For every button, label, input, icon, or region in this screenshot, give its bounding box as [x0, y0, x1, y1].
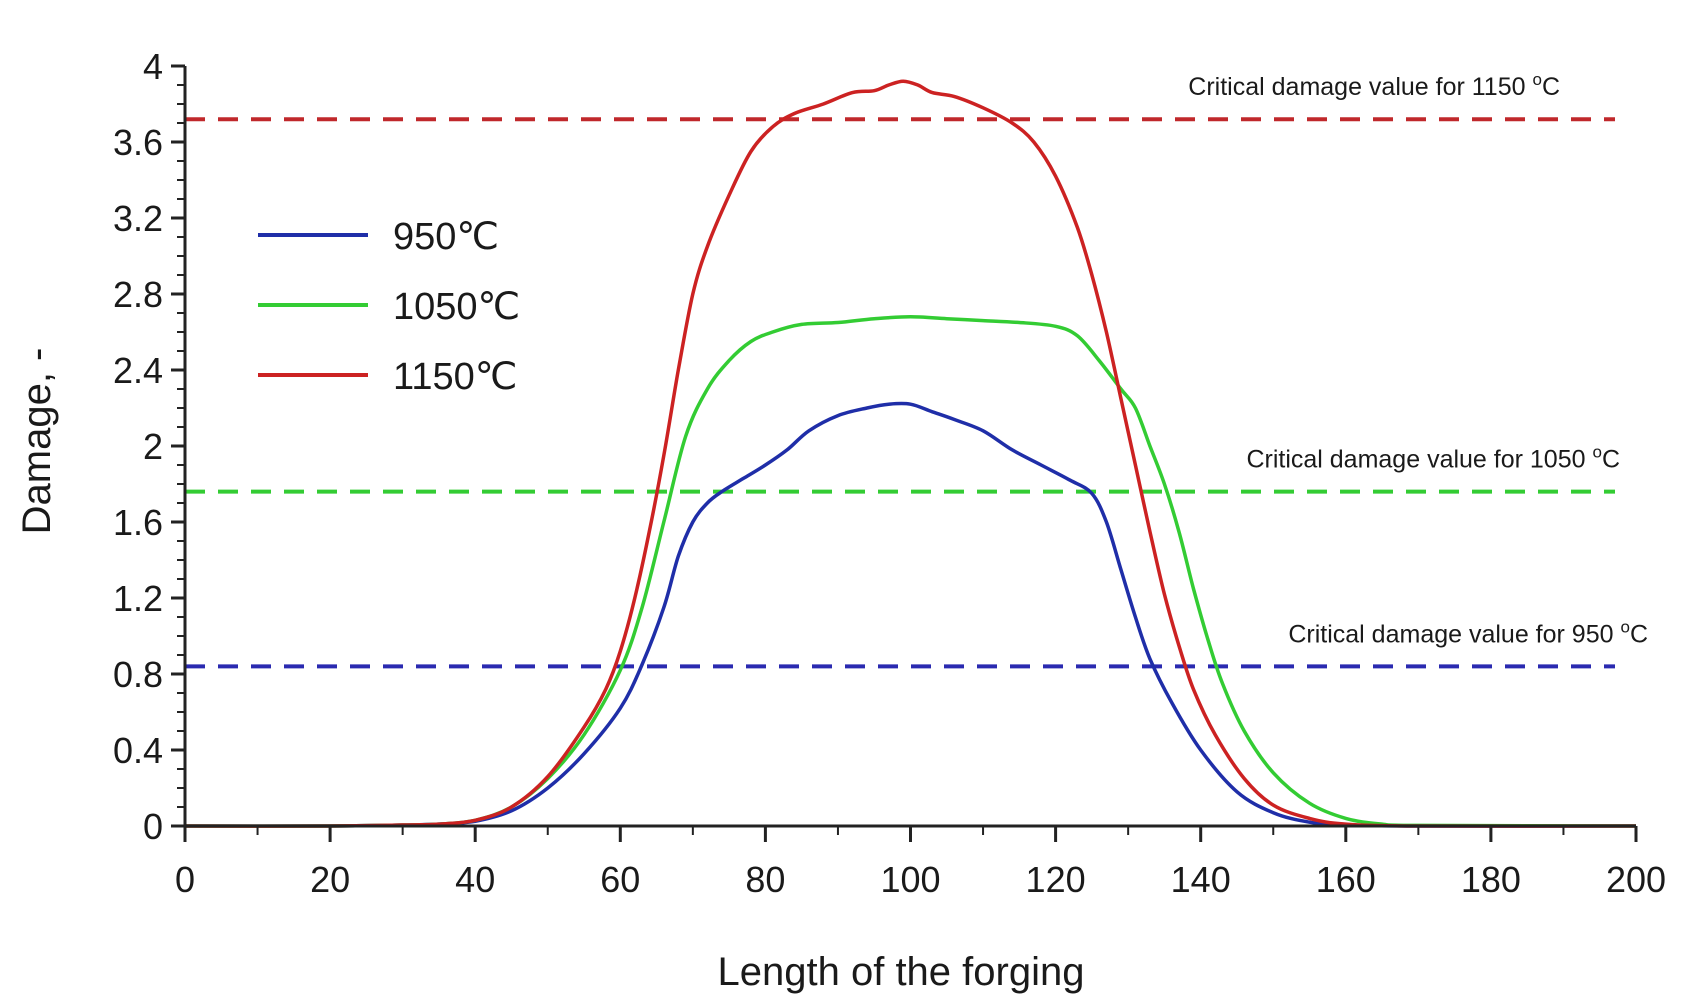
series-line-1	[184, 315, 1637, 828]
critical-label-2: Critical damage value for 950 oC	[1288, 617, 1648, 648]
x-tick-label: 100	[880, 859, 940, 900]
y-tick-label: 1.2	[113, 578, 163, 619]
critical-damage-labels: Critical damage value for 1150 oC Critica…	[1188, 70, 1648, 648]
y-tick-label: 4	[143, 46, 163, 87]
legend-label-1: 1050℃	[393, 286, 520, 328]
x-tick-label: 20	[310, 859, 350, 900]
series-line-2	[184, 79, 1637, 828]
legend-label-0: 950℃	[393, 216, 499, 258]
y-tick-label: 3.2	[113, 198, 163, 239]
critical-damage-lines	[185, 117, 1615, 669]
critical-label-0: Critical damage value for 1150 oC	[1188, 70, 1560, 101]
x-tick-label: 160	[1316, 859, 1376, 900]
damage-series	[184, 79, 1637, 828]
y-tick-label: 2.8	[113, 274, 163, 315]
axes: 00.40.81.21.622.42.83.23.640 20 40 60 80 100 1…	[113, 46, 1666, 900]
x-tick-label: 140	[1171, 859, 1231, 900]
y-tick-label: 2.4	[113, 350, 163, 391]
critical-label-1: Critical damage value for 1050 oC	[1246, 443, 1620, 474]
x-tick-label: 200	[1606, 859, 1666, 900]
y-tick-label: 0.8	[113, 654, 163, 695]
series-line-0	[184, 401, 1637, 828]
y-tick-label: 2	[143, 426, 163, 467]
x-tick-label: 120	[1026, 859, 1086, 900]
y-tick-label: 1.6	[113, 502, 163, 543]
y-tick-label: 0	[143, 806, 163, 847]
y-axis-title: Damage, -	[15, 348, 59, 535]
x-tick-label: 60	[600, 859, 640, 900]
x-tick-label: 0	[175, 859, 195, 900]
x-tick-label: 180	[1461, 859, 1521, 900]
x-axis-title: Length of the forging	[718, 950, 1085, 994]
y-tick-label: 3.6	[113, 122, 163, 163]
x-tick-label: 80	[745, 859, 785, 900]
x-tick-label: 40	[455, 859, 495, 900]
legend: 950℃ 1050℃ 1150℃	[258, 216, 520, 398]
legend-label-2: 1150℃	[393, 356, 517, 398]
y-tick-label: 0.4	[113, 730, 163, 771]
